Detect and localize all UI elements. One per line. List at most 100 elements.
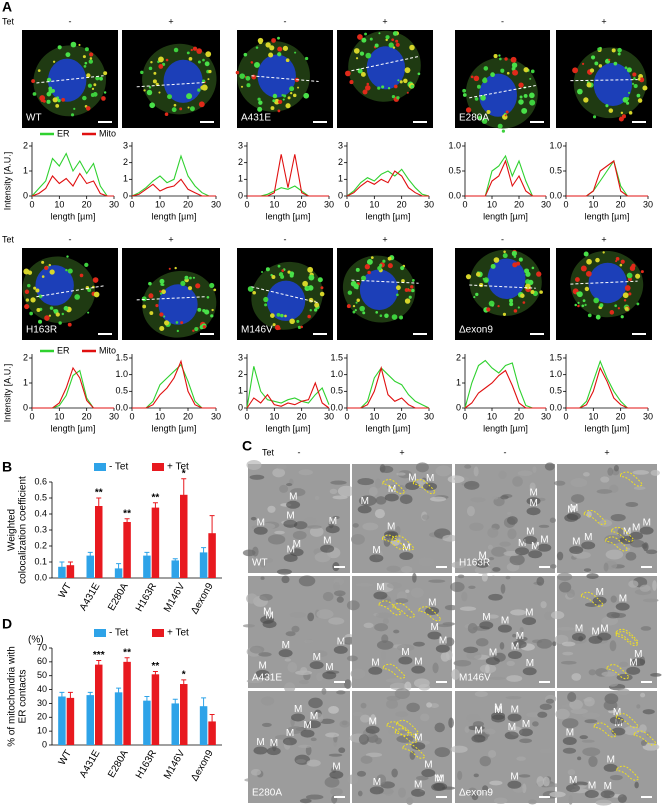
organelle-signal: [626, 272, 633, 279]
mitochondrion: [329, 770, 344, 779]
organelle-signal: [271, 275, 276, 280]
organelle-signal: [618, 116, 624, 122]
organelle-signal: [602, 251, 605, 254]
y-axis-label: Intensity [A.U.]: [2, 152, 12, 211]
mito-label: M: [525, 608, 533, 619]
organelle-signal: [631, 82, 635, 85]
organelle-signal: [355, 267, 360, 272]
profile-trace: [32, 369, 114, 409]
nucleus: [359, 269, 399, 311]
organelle-signal: [282, 98, 285, 101]
em-texture: [398, 787, 407, 798]
organelle-signal: [520, 293, 525, 298]
em-texture: [284, 658, 292, 662]
organelle-signal: [148, 66, 153, 71]
x-tick-label: 20: [183, 411, 193, 421]
em-texture: [304, 639, 314, 644]
em-texture: [586, 573, 599, 579]
em-texture: [322, 591, 334, 602]
organelle-signal: [581, 304, 585, 308]
organelle-signal: [190, 48, 193, 52]
em-texture: [413, 641, 425, 647]
y-tick-label: 1.5: [115, 352, 128, 362]
organelle-signal: [353, 283, 359, 289]
y-tick-label: 0.5: [448, 165, 461, 175]
em-texture: [516, 636, 528, 642]
organelle-signal: [497, 123, 503, 129]
organelle-signal: [640, 270, 644, 274]
mitochondrion: [435, 644, 450, 653]
em-texture: [365, 752, 383, 758]
organelle-signal: [628, 111, 633, 115]
em-texture: [459, 606, 477, 611]
organelle-signal: [164, 112, 169, 117]
x-axis-label: length [µm]: [483, 211, 528, 221]
em-texture: [332, 495, 348, 500]
organelle-signal: [635, 273, 641, 279]
em-texture: [512, 476, 523, 487]
mitochondrion: [522, 667, 537, 676]
mito-label: M: [414, 656, 422, 667]
em-texture: [376, 774, 387, 785]
em-texture: [358, 734, 369, 745]
em-texture: [333, 590, 346, 597]
y-tick-label: 0.5: [549, 386, 562, 396]
organelle-signal: [608, 58, 611, 61]
organelle-signal: [408, 295, 412, 299]
mito-label: M: [623, 527, 631, 538]
em-texture: [488, 676, 506, 680]
em-texture: [567, 691, 577, 702]
organelle-signal: [152, 79, 157, 84]
organelle-signal: [63, 306, 69, 311]
x-axis-label: length [µm]: [585, 423, 630, 433]
organelle-signal: [99, 76, 103, 81]
mito-label: M: [526, 658, 534, 669]
mito-label: M: [436, 773, 444, 784]
em-texture: [536, 638, 553, 649]
mito-label: M: [511, 704, 519, 715]
organelle-signal: [239, 73, 246, 79]
organelle-signal: [364, 32, 367, 36]
y-tick-label: 0.4: [34, 508, 47, 518]
organelle-signal: [577, 304, 580, 308]
bar: [86, 555, 94, 578]
tet-label: Tet: [2, 16, 15, 26]
organelle-signal: [202, 58, 205, 62]
mitochondrion: [518, 728, 533, 737]
organelle-signal: [314, 302, 320, 308]
em-texture: [471, 792, 479, 801]
organelle-signal: [577, 301, 580, 304]
organelle-signal: [42, 99, 46, 103]
tet-label: Tet: [2, 234, 15, 244]
y-tick-label: 1: [123, 174, 128, 184]
em-texture: [375, 612, 393, 619]
mito-label: M: [588, 781, 596, 792]
tet-state: -: [298, 447, 301, 457]
organelle-signal: [636, 302, 640, 306]
x-tick-label: 30: [324, 199, 334, 209]
organelle-signal: [184, 275, 189, 280]
tet-state: +: [382, 234, 387, 244]
em-texture: [352, 523, 359, 528]
error-bar: [181, 478, 187, 511]
em-texture: [379, 464, 386, 473]
em-texture: [396, 472, 406, 476]
organelle-signal: [524, 268, 530, 274]
x-tick-label: 10: [369, 411, 379, 421]
y-tick-label: 0.0: [549, 190, 562, 200]
organelle-signal: [277, 52, 282, 57]
mitochondrion: [411, 742, 426, 751]
organelle-signal: [285, 58, 290, 63]
mitochondrion: [369, 786, 384, 795]
em-texture: [325, 732, 340, 738]
organelle-signal: [85, 106, 91, 111]
organelle-signal: [268, 52, 274, 58]
mito-label: M: [494, 705, 502, 716]
em-texture: [606, 611, 620, 619]
em-texture: [250, 516, 257, 521]
em-texture: [512, 633, 517, 638]
organelle-signal: [536, 271, 542, 277]
organelle-signal: [317, 277, 323, 283]
organelle-signal: [278, 99, 283, 105]
mitochondrion: [369, 554, 384, 563]
